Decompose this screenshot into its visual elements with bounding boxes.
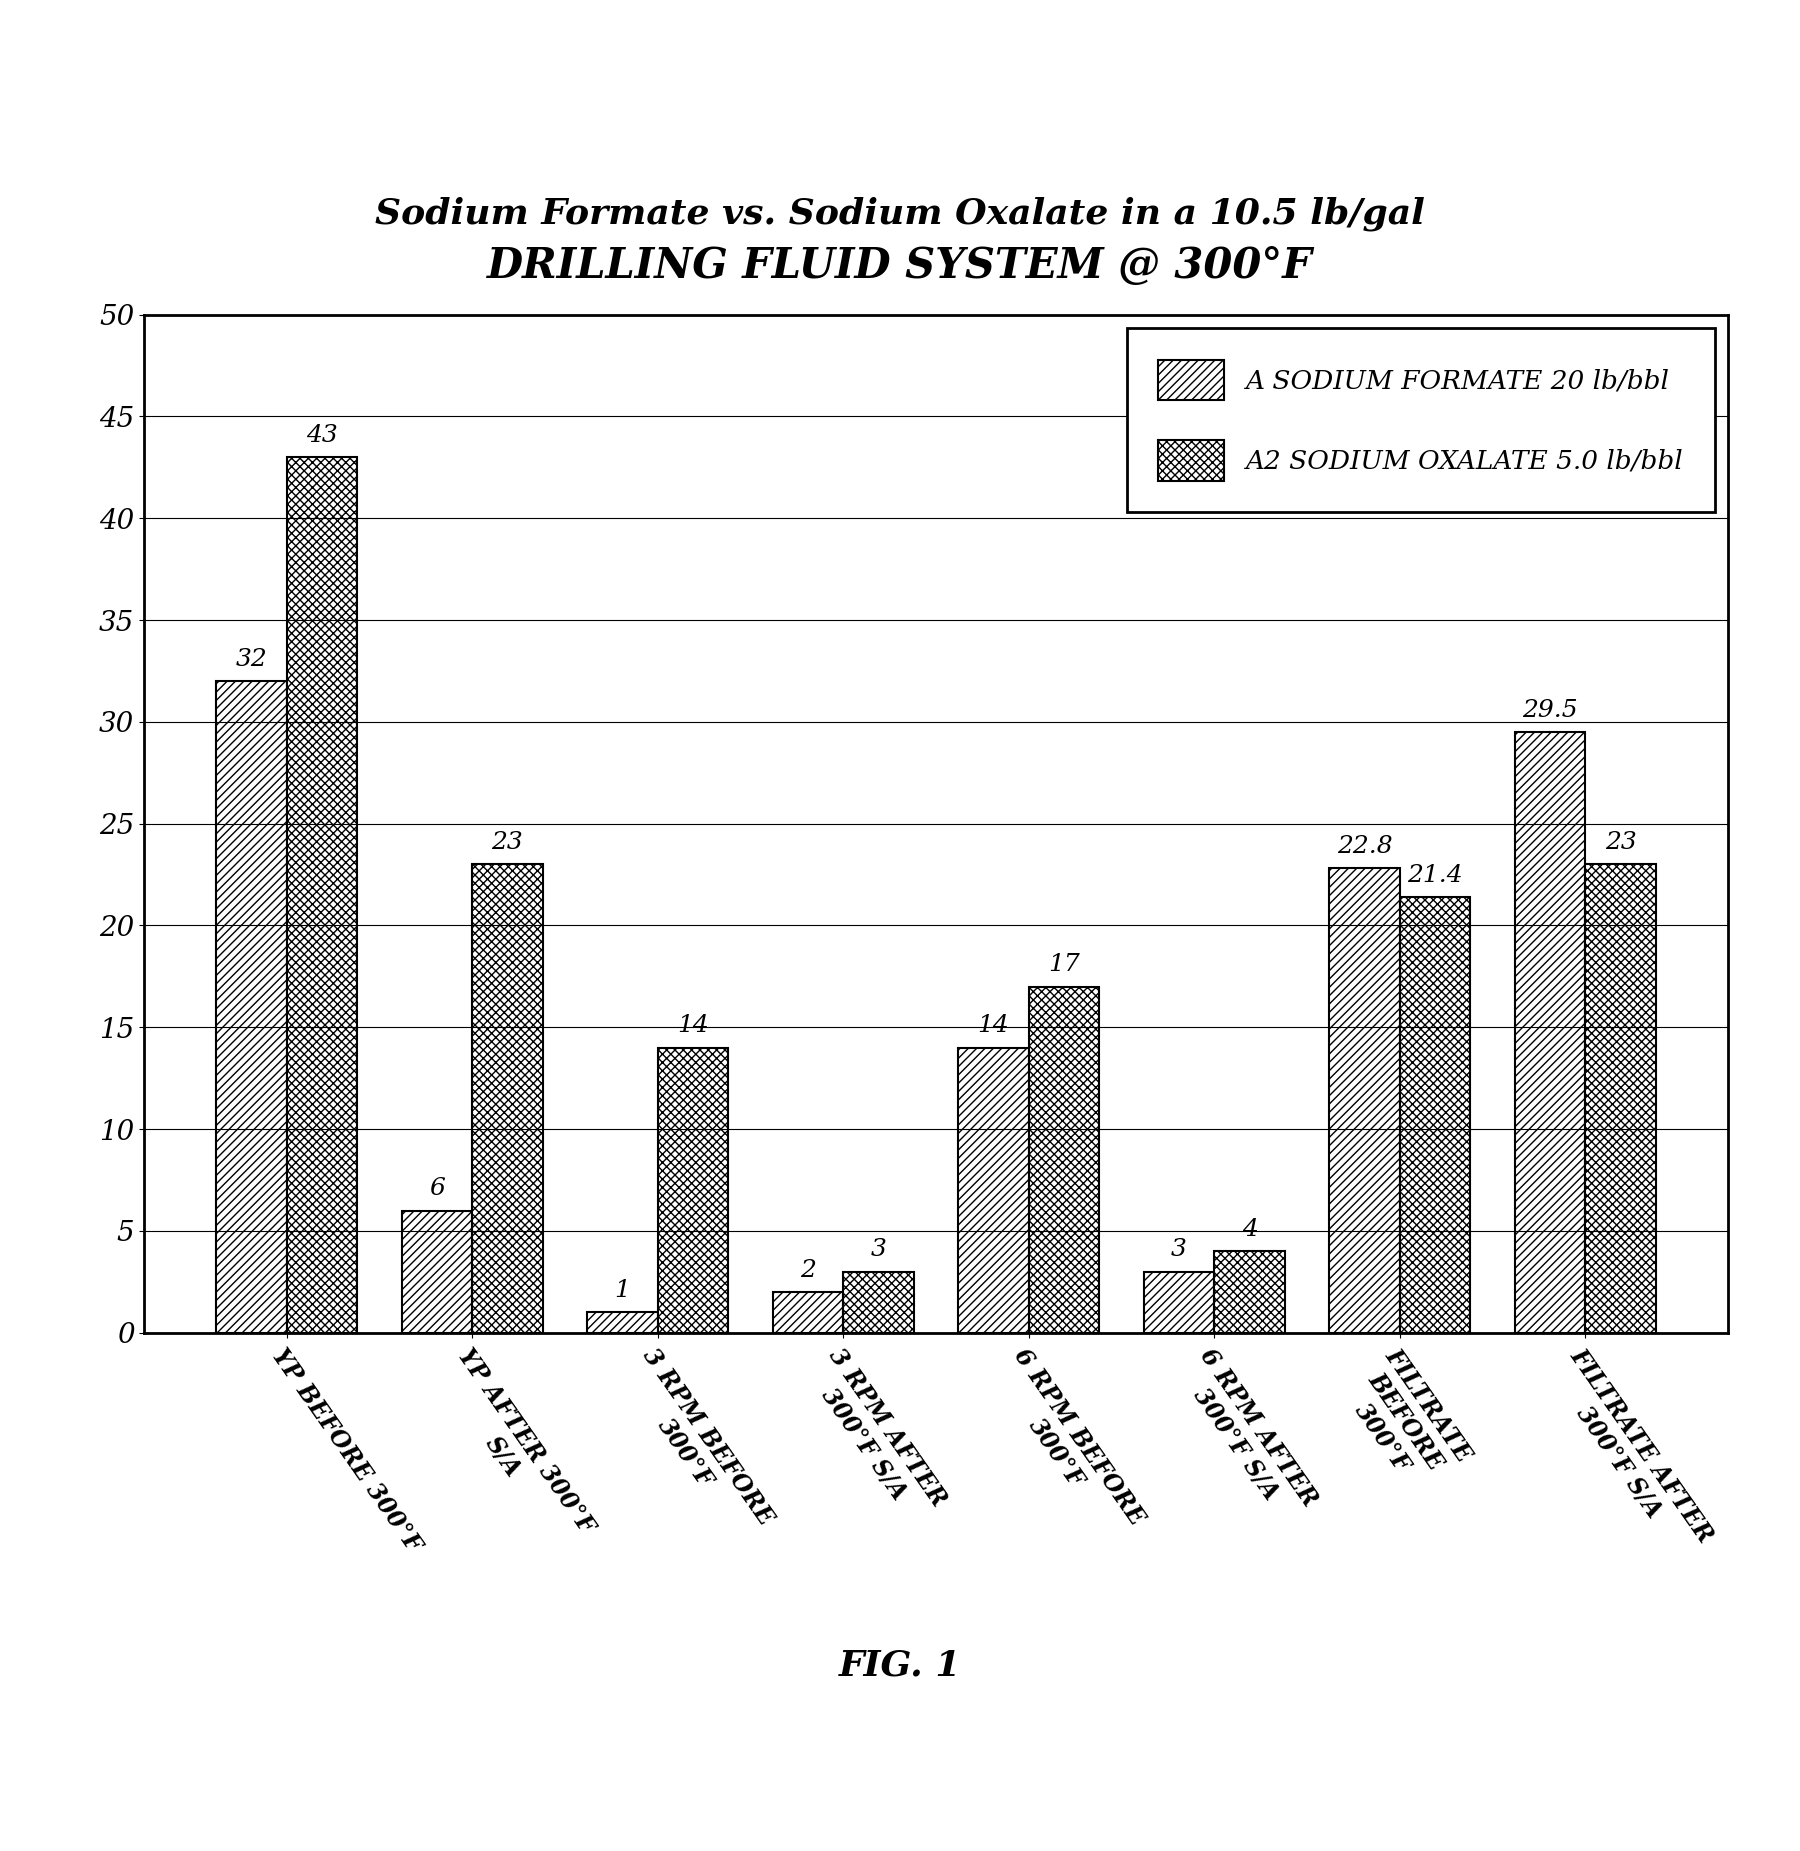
Bar xyxy=(1400,898,1471,1333)
Text: 14: 14 xyxy=(677,1014,709,1037)
Text: 23: 23 xyxy=(1606,831,1636,853)
Bar xyxy=(1586,864,1656,1333)
Bar xyxy=(1516,731,1586,1333)
Text: 29.5: 29.5 xyxy=(1523,700,1579,722)
Text: 2: 2 xyxy=(799,1259,815,1281)
Bar xyxy=(657,1048,729,1333)
Bar xyxy=(472,864,542,1333)
Bar xyxy=(1030,987,1100,1333)
Bar xyxy=(1143,1272,1215,1333)
Text: DRILLING FLUID SYSTEM @ 300°F: DRILLING FLUID SYSTEM @ 300°F xyxy=(488,244,1312,287)
Text: 21.4: 21.4 xyxy=(1408,864,1463,887)
Text: 3: 3 xyxy=(871,1238,886,1262)
Text: FIG. 1: FIG. 1 xyxy=(839,1649,961,1683)
Bar xyxy=(1330,868,1400,1333)
Text: 17: 17 xyxy=(1048,953,1080,977)
Legend: A SODIUM FORMATE 20 lb/bbl, A2 SODIUM OXALATE 5.0 lb/bbl: A SODIUM FORMATE 20 lb/bbl, A2 SODIUM OX… xyxy=(1127,328,1715,513)
Text: 32: 32 xyxy=(236,648,266,670)
Text: 3: 3 xyxy=(1172,1238,1186,1262)
Bar xyxy=(587,1312,657,1333)
Text: Sodium Formate vs. Sodium Oxalate in a 10.5 lb/gal: Sodium Formate vs. Sodium Oxalate in a 1… xyxy=(374,196,1426,231)
Bar xyxy=(401,1211,472,1333)
Text: 6: 6 xyxy=(428,1177,445,1201)
Text: 14: 14 xyxy=(977,1014,1010,1037)
Bar xyxy=(772,1292,842,1333)
Text: 22.8: 22.8 xyxy=(1337,835,1393,859)
Bar xyxy=(842,1272,914,1333)
Bar xyxy=(216,681,286,1333)
Bar xyxy=(958,1048,1030,1333)
Text: 1: 1 xyxy=(614,1279,630,1303)
Text: 4: 4 xyxy=(1242,1218,1258,1240)
Text: 23: 23 xyxy=(491,831,524,853)
Text: 43: 43 xyxy=(306,424,338,446)
Bar xyxy=(1215,1251,1285,1333)
Bar xyxy=(286,457,356,1333)
